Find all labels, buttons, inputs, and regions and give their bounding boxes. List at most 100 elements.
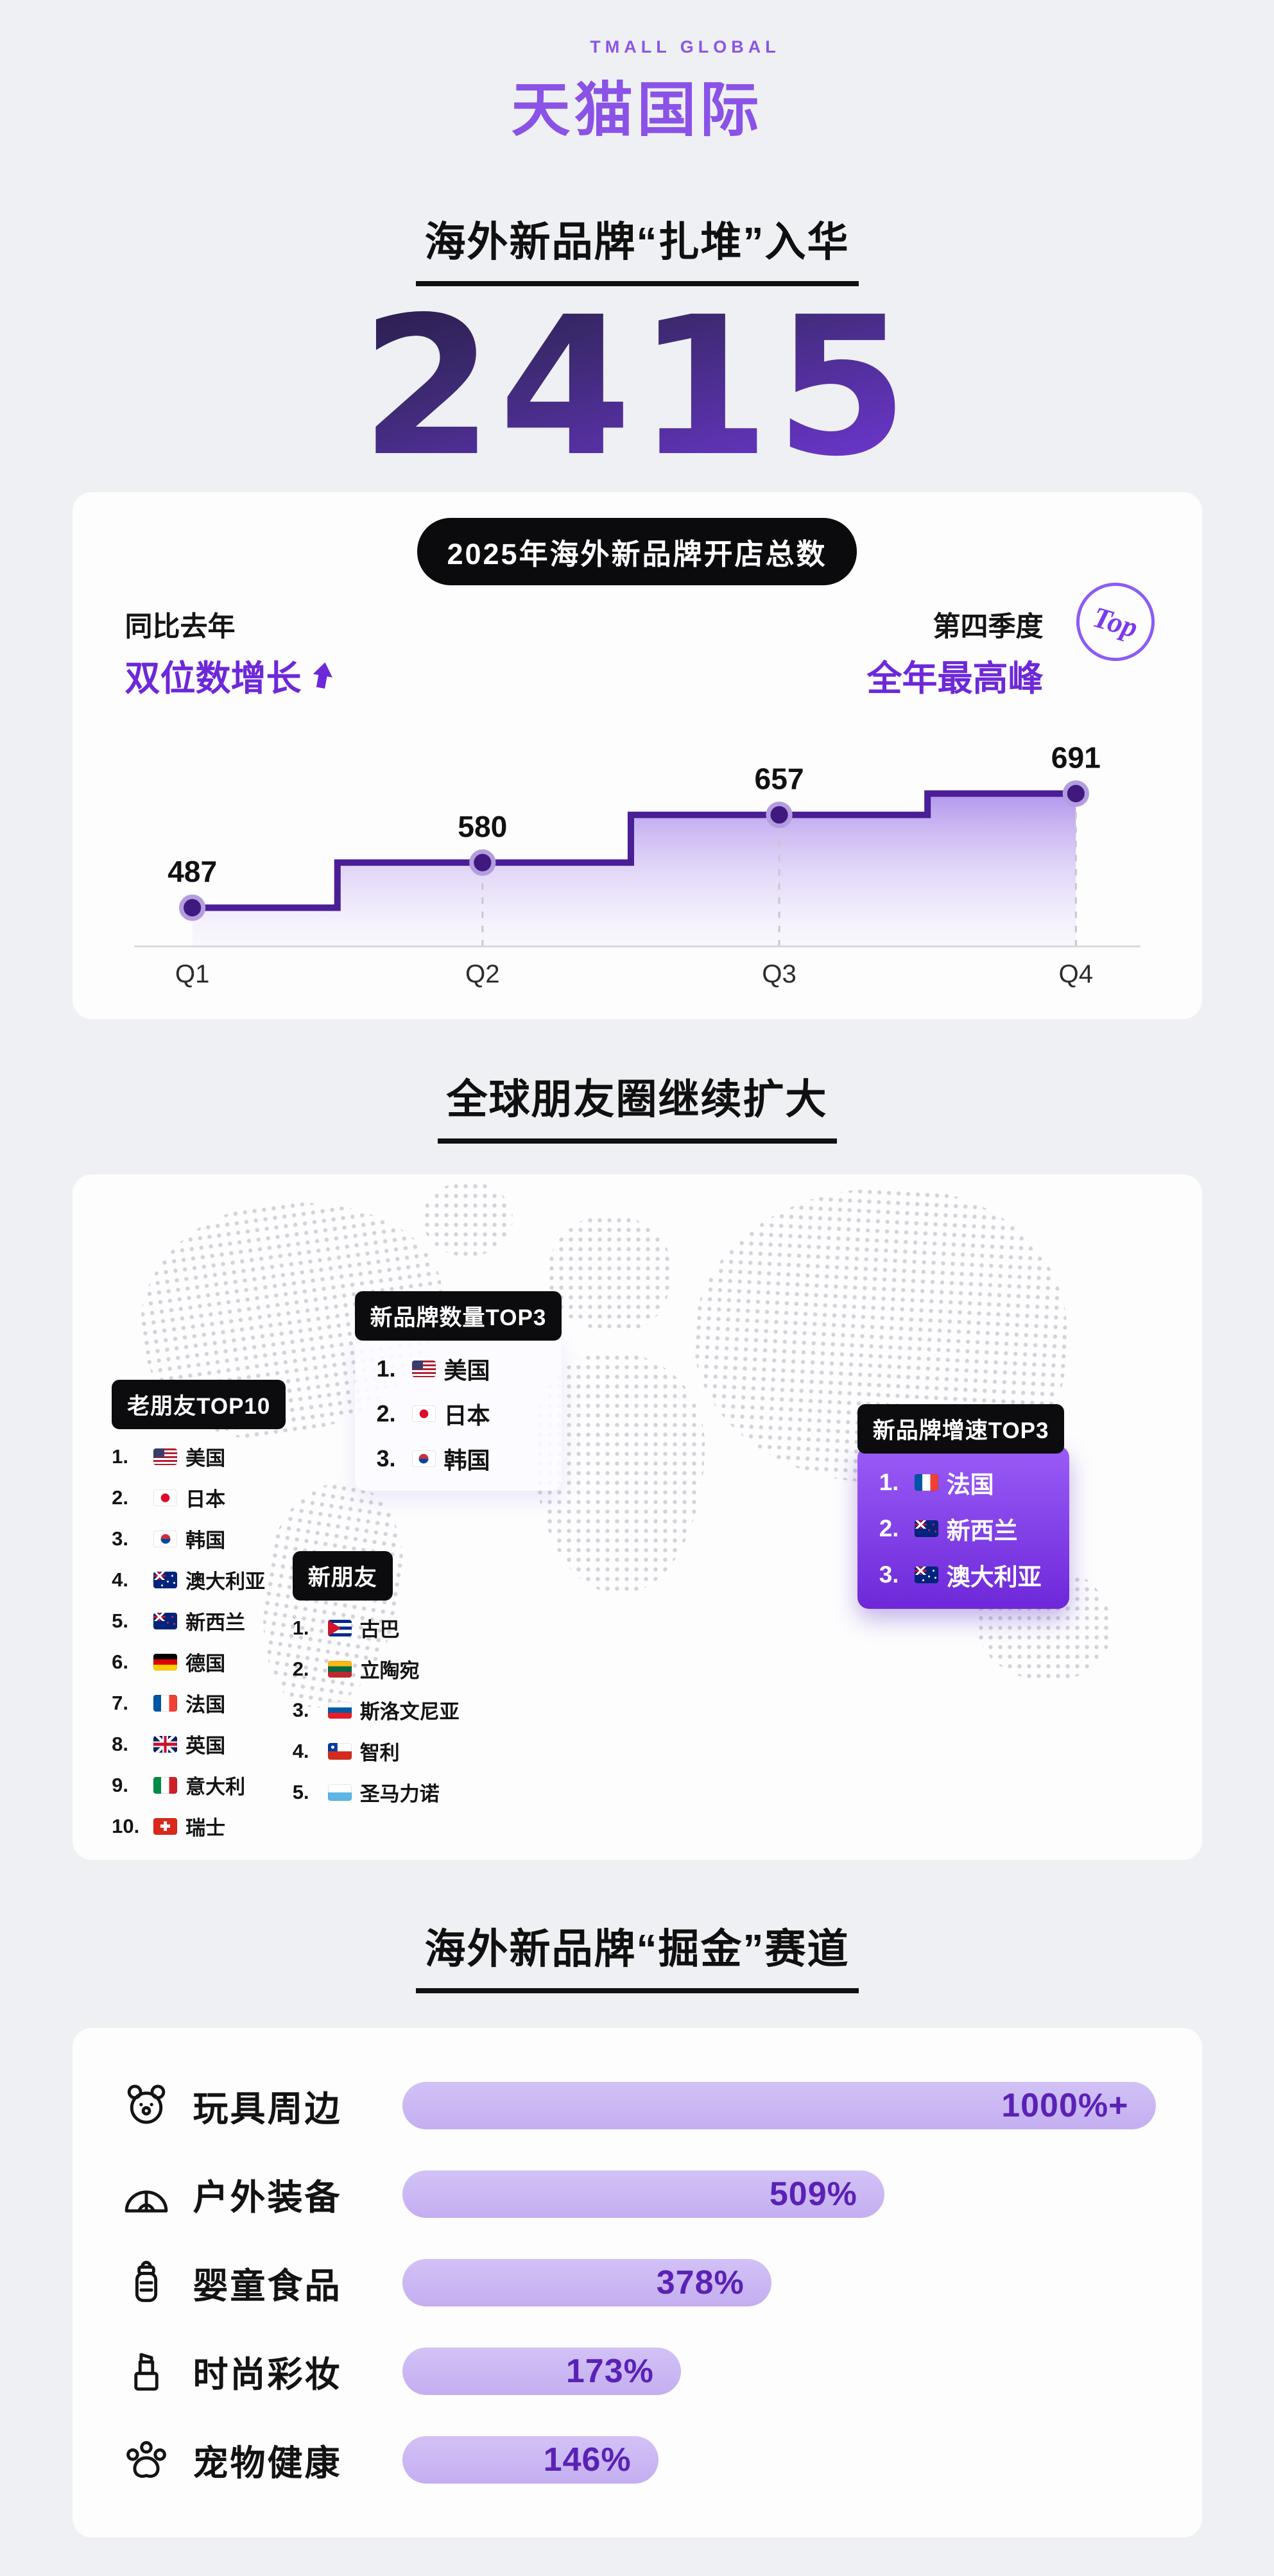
lipstick-icon xyxy=(119,2344,174,2399)
list-item: 4. 澳大利亚 xyxy=(112,1565,286,1594)
bar-value: 378% xyxy=(656,2264,745,2302)
country-name: 法国 xyxy=(946,1471,994,1498)
section1-title: 海外新品牌“扎堆”入华 xyxy=(415,209,859,286)
growth-top3-header: 新品牌增速TOP3 xyxy=(857,1404,1065,1454)
bar-track: 509% xyxy=(402,2170,1156,2219)
list-item: 3. 斯洛文尼亚 xyxy=(293,1696,460,1724)
list-item: 9. 意大利 xyxy=(112,1771,286,1799)
list-item: 2. 日本 xyxy=(377,1397,540,1430)
q4-note-line1: 第四季度 xyxy=(933,612,1044,643)
rank-label: 1. xyxy=(376,1355,396,1382)
list-item: 1. 美国 xyxy=(377,1352,540,1386)
list-item: 3. 澳大利亚 xyxy=(879,1558,1047,1592)
list-item: 2. 立陶宛 xyxy=(293,1654,460,1683)
track-row-baby-food: 婴童食品 378% xyxy=(119,2255,1156,2310)
uk-flag-icon xyxy=(153,1735,178,1753)
list-item: 3. 韩国 xyxy=(112,1524,286,1553)
new-friends-header: 新朋友 xyxy=(292,1551,393,1601)
japan-flag-icon xyxy=(153,1489,178,1506)
country-name: 古巴 xyxy=(359,1619,400,1642)
list-item: 10. 瑞士 xyxy=(112,1812,286,1841)
bar-outdoor: 509% xyxy=(402,2170,884,2219)
growth-top3-card: 新品牌增速TOP3 1. 法国 2. 新西兰 3. 澳大利亚 xyxy=(857,1404,1069,1609)
yoy-note-line2: 双位数增长 xyxy=(125,649,338,701)
korea-flag-icon xyxy=(153,1530,178,1547)
yoy-note: 同比去年 双位数增长 xyxy=(125,605,338,701)
point-q2 xyxy=(469,849,495,876)
rank-label: 3. xyxy=(879,1561,899,1588)
rank-label: 3. xyxy=(112,1527,128,1550)
value-q1: 487 xyxy=(168,855,217,888)
growth-tracks-panel: 玩具周边 1000%+ 户外装备 509% xyxy=(72,2028,1202,2538)
chart-annotations: 同比去年 双位数增长 第四季度 全年最高峰 Top xyxy=(108,573,1166,701)
bar-value: 1000%+ xyxy=(1001,2087,1129,2125)
rank-label: 1. xyxy=(292,1616,309,1639)
france-flag-icon xyxy=(153,1694,178,1712)
rank-label: 9. xyxy=(112,1773,128,1796)
count-top3-card: 新品牌数量TOP3 1. 美国 2. 日本 3. 韩国 xyxy=(354,1291,562,1491)
old-friends-card: 老朋友TOP10 1. 美国 2. 日本 3. 韩国 xyxy=(112,1380,286,1841)
cuba-flag-icon xyxy=(327,1619,352,1636)
bar-track: 1000%+ xyxy=(402,2082,1156,2130)
map-greenland xyxy=(422,1181,513,1257)
country-name: 新西兰 xyxy=(946,1517,1018,1544)
country-name: 智利 xyxy=(359,1742,400,1765)
country-name: 法国 xyxy=(185,1694,226,1717)
track-label: 宠物健康 xyxy=(193,2443,342,2484)
korea-flag-icon xyxy=(411,1450,436,1467)
rank-label: 2. xyxy=(292,1657,309,1680)
bar-baby-food: 378% xyxy=(402,2259,771,2307)
list-item: 1. 美国 xyxy=(112,1442,286,1471)
list-item: 5. 圣马力诺 xyxy=(293,1778,460,1807)
paw-icon xyxy=(119,2432,174,2487)
total-badge: 2025年海外新品牌开店总数 xyxy=(417,518,857,586)
rank-label: 4. xyxy=(112,1568,128,1591)
bar-value: 173% xyxy=(565,2353,654,2391)
new-zealand-flag-icon xyxy=(914,1520,938,1537)
top-stamp: Top xyxy=(1067,573,1164,671)
country-name: 韩国 xyxy=(443,1447,490,1473)
value-q3: 657 xyxy=(754,762,804,796)
new-friends-card: 新朋友 1. 古巴 2. 立陶宛 3. 斯洛文尼亚 4 xyxy=(292,1551,460,1807)
bar-track: 146% xyxy=(402,2436,1156,2484)
country-name: 意大利 xyxy=(185,1776,246,1799)
chile-flag-icon xyxy=(327,1742,352,1760)
bar-track: 173% xyxy=(402,2348,1156,2396)
country-name: 圣马力诺 xyxy=(359,1783,440,1806)
cat-q4: Q4 xyxy=(1058,959,1093,988)
us-flag-icon xyxy=(153,1448,178,1465)
quarterly-chart-panel: 2025年海外新品牌开店总数 同比去年 双位数增长 第四季度 全年最高峰 Top xyxy=(72,492,1202,1020)
list-item: 1. 古巴 xyxy=(293,1613,460,1642)
track-row-outdoor: 户外装备 509% xyxy=(119,2167,1156,2222)
country-name: 澳大利亚 xyxy=(185,1570,266,1593)
count-top3-list: 1. 美国 2. 日本 3. 韩国 xyxy=(354,1334,562,1491)
track-label: 玩具周边 xyxy=(193,2089,342,2129)
tent-icon xyxy=(119,2167,174,2222)
us-flag-icon xyxy=(411,1360,436,1377)
track-label: 婴童食品 xyxy=(193,2266,342,2306)
point-q1 xyxy=(178,894,205,922)
chart-area-fill xyxy=(192,793,1076,947)
header: TMALL GLOBAL 天猫国际 xyxy=(0,0,1274,148)
rank-label: 8. xyxy=(112,1732,128,1755)
map-europe xyxy=(546,1215,671,1332)
rank-label: 4. xyxy=(292,1739,309,1762)
rank-label: 7. xyxy=(112,1691,128,1714)
growth-top3-list: 1. 法国 2. 新西兰 3. 澳大利亚 xyxy=(857,1445,1069,1609)
tmall-global-logo: 天猫国际 xyxy=(511,78,763,143)
list-item: 2. 新西兰 xyxy=(879,1511,1047,1546)
count-top3-header: 新品牌数量TOP3 xyxy=(354,1291,562,1341)
section3-title-wrap: 海外新品牌“掘金”赛道 xyxy=(0,1916,1274,1994)
list-item: 3. 韩国 xyxy=(377,1442,540,1475)
value-q2: 580 xyxy=(458,810,507,843)
switzerland-flag-icon xyxy=(153,1817,178,1835)
yoy-note-line1: 同比去年 xyxy=(125,612,236,643)
country-name: 斯洛文尼亚 xyxy=(359,1701,460,1724)
section2-title: 全球朋友圈继续扩大 xyxy=(437,1067,837,1144)
cat-q3: Q3 xyxy=(762,959,796,988)
country-name: 澳大利亚 xyxy=(946,1563,1042,1590)
bar-pet-health: 146% xyxy=(402,2436,659,2484)
section1-title-wrap: 海外新品牌“扎堆”入华 xyxy=(0,209,1274,286)
list-item: 8. 英国 xyxy=(112,1730,286,1758)
